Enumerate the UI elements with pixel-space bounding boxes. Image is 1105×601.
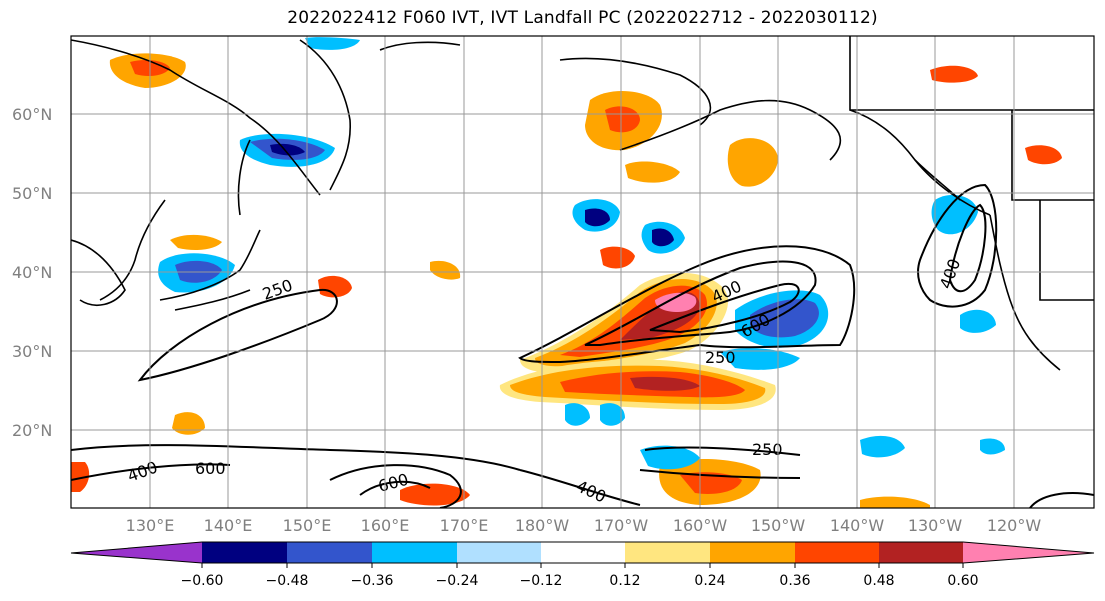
colorbar-tick-label: 0.48 bbox=[863, 573, 894, 589]
colorbar-tick-label: −0.60 bbox=[181, 573, 224, 589]
lat-label: 40°N bbox=[12, 263, 52, 282]
latitude-labels: 60°N 50°N 40°N 30°N 20°N bbox=[12, 105, 52, 440]
map-frame bbox=[70, 35, 1095, 509]
lon-label: 170°W bbox=[594, 516, 649, 535]
colorbar-swatch bbox=[457, 542, 541, 563]
colorbar-tick-label: −0.12 bbox=[520, 573, 563, 589]
colorbar-tick-label: −0.24 bbox=[436, 573, 479, 589]
lat-label: 60°N bbox=[12, 105, 52, 124]
colorbar-swatch bbox=[625, 542, 710, 563]
lon-label: 130°E bbox=[126, 516, 175, 535]
colorbar-tick-label: 0.12 bbox=[609, 573, 640, 589]
colorbar-swatch bbox=[287, 542, 372, 563]
colorbar-tick-label: 0.60 bbox=[947, 573, 978, 589]
lon-label: 130°W bbox=[908, 516, 963, 535]
contour-label: 250 bbox=[705, 348, 736, 367]
colorbar-swatch bbox=[879, 542, 963, 563]
colorbar-swatch bbox=[202, 542, 287, 563]
coastlines bbox=[71, 36, 1094, 371]
colorbar-tick-label: 0.36 bbox=[779, 573, 810, 589]
contour-label: 600 bbox=[195, 459, 226, 478]
lon-label: 160°W bbox=[673, 516, 728, 535]
map-title: 2022022412 F060 IVT, IVT Landfall PC (20… bbox=[287, 8, 878, 28]
lat-label: 30°N bbox=[12, 342, 52, 361]
colorbar-swatch bbox=[541, 542, 625, 563]
lon-label: 140°E bbox=[204, 516, 253, 535]
longitude-labels: 130°E 140°E 150°E 160°E 170°E 180°W 170°… bbox=[126, 516, 1042, 535]
gridlines bbox=[71, 36, 1094, 508]
lat-label: 20°N bbox=[12, 421, 52, 440]
colorbar-tick-label: −0.48 bbox=[266, 573, 309, 589]
contour-label: 250 bbox=[752, 440, 783, 459]
lon-label: 180°W bbox=[515, 516, 570, 535]
colorbar-swatch bbox=[710, 542, 795, 563]
ivt-contours bbox=[71, 183, 1094, 508]
colorbar-tick-label: −0.36 bbox=[351, 573, 394, 589]
colorbar-swatch bbox=[71, 542, 202, 563]
lon-label: 120°W bbox=[987, 516, 1042, 535]
colorbar-tick-label: 0.24 bbox=[694, 573, 725, 589]
colorbar: −0.60 −0.48 −0.36 −0.24 −0.12 0.12 0.24 … bbox=[70, 541, 1095, 589]
lat-label: 50°N bbox=[12, 184, 52, 203]
lon-label: 150°E bbox=[283, 516, 332, 535]
lon-label: 140°W bbox=[830, 516, 885, 535]
colorbar-swatch bbox=[372, 542, 457, 563]
colorbar-swatch bbox=[795, 542, 879, 563]
lon-label: 150°W bbox=[751, 516, 806, 535]
lon-label: 160°E bbox=[361, 516, 410, 535]
colorbar-swatch bbox=[963, 542, 1094, 563]
lon-label: 170°E bbox=[440, 516, 489, 535]
